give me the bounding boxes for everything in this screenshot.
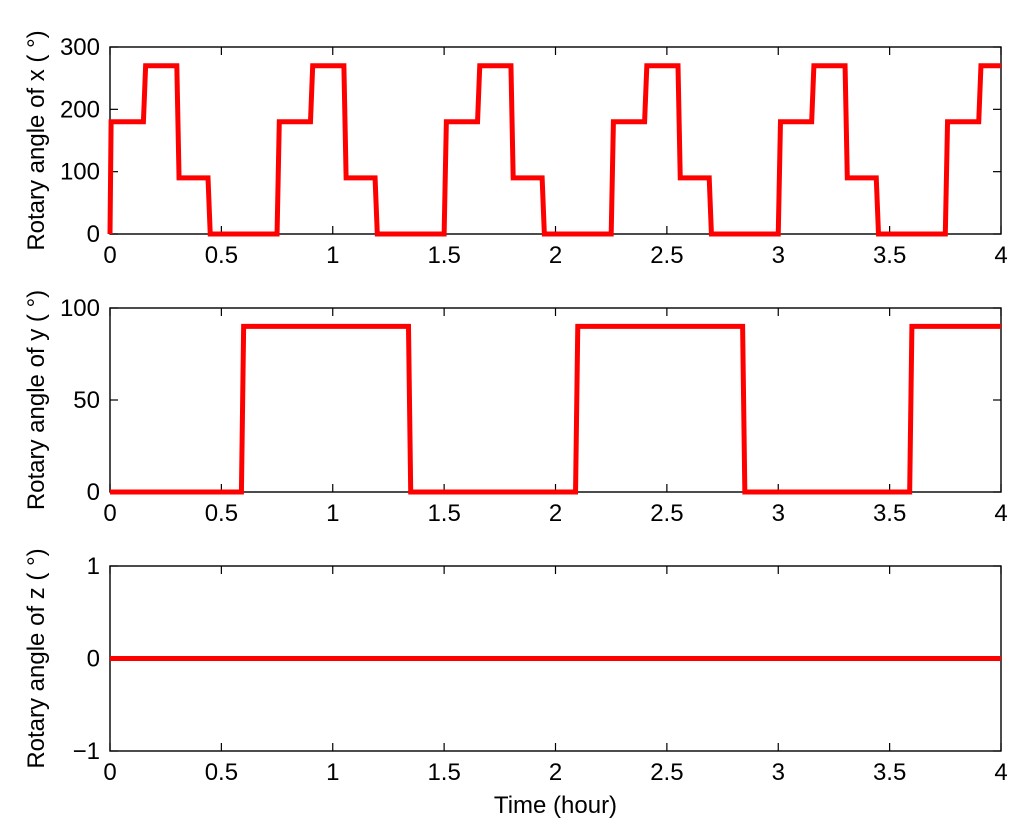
y-axis-label: Rotary angle of x ( °) bbox=[23, 30, 50, 250]
y-tick-label: 0 bbox=[87, 646, 100, 673]
x-tick-label: 2 bbox=[549, 759, 562, 786]
x-tick-label: 3.5 bbox=[873, 242, 906, 269]
y-tick-label: 1 bbox=[87, 553, 100, 580]
x-tick-label: 1.5 bbox=[427, 242, 460, 269]
x-tick-label: 1 bbox=[326, 242, 339, 269]
x-tick-label: 3.5 bbox=[873, 500, 906, 527]
x-tick-label: 0.5 bbox=[205, 500, 238, 527]
x-tick-label: 3 bbox=[772, 242, 785, 269]
x-tick-label: 1.5 bbox=[427, 759, 460, 786]
y-tick-label: 100 bbox=[60, 159, 100, 186]
y-axis-label: Rotary angle of y ( °) bbox=[23, 290, 50, 510]
subplot-2: 0 0.5 1 1.5 2 2.5 3 3.5 4 0 50 100 Rotary angle of y… bbox=[23, 290, 1008, 527]
x-tick-label: 0 bbox=[103, 242, 116, 269]
y-tick-label: 300 bbox=[60, 34, 100, 61]
x-tick-label: 1 bbox=[326, 500, 339, 527]
y-tick-label: 0 bbox=[87, 479, 100, 506]
x-tick-label: 0 bbox=[103, 759, 116, 786]
series-line-2-1 bbox=[110, 323, 1001, 495]
x-tick-label: 1 bbox=[326, 759, 339, 786]
x-tick-label: 2.5 bbox=[650, 759, 683, 786]
x-tick-label: 0 bbox=[103, 500, 116, 527]
plot-area-1 bbox=[109, 46, 1002, 235]
x-tick-label: 2.5 bbox=[650, 500, 683, 527]
x-tick-label: 0.5 bbox=[205, 242, 238, 269]
x-tick-label: 3 bbox=[772, 759, 785, 786]
y-tick-label: 50 bbox=[73, 387, 100, 414]
x-tick-label: 2 bbox=[549, 500, 562, 527]
y-tick-label: 0 bbox=[87, 221, 100, 248]
x-tick-label: 3 bbox=[772, 500, 785, 527]
subplot-1: 0 0.5 1 1.5 2 2.5 3 3.5 4 0 100 200 300 Rotary angle … bbox=[23, 30, 1008, 269]
x-tick-label: 3.5 bbox=[873, 759, 906, 786]
y-axis-label: Rotary angle of z ( °) bbox=[23, 548, 50, 768]
y-tick-label: −1 bbox=[73, 738, 100, 765]
y-tick-label: 200 bbox=[60, 96, 100, 123]
x-tick-label: 2 bbox=[549, 242, 562, 269]
y-tick-label: 100 bbox=[60, 295, 100, 322]
x-tick-label: 1.5 bbox=[427, 500, 460, 527]
x-tick-label: 4 bbox=[994, 500, 1007, 527]
x-axis-label: Time (hour) bbox=[494, 792, 617, 819]
x-tick-label: 0.5 bbox=[205, 759, 238, 786]
series-line-1-1 bbox=[107, 63, 1001, 237]
x-tick-label: 2.5 bbox=[650, 242, 683, 269]
x-tick-label: 4 bbox=[994, 759, 1007, 786]
x-tick-label: 4 bbox=[994, 242, 1007, 269]
